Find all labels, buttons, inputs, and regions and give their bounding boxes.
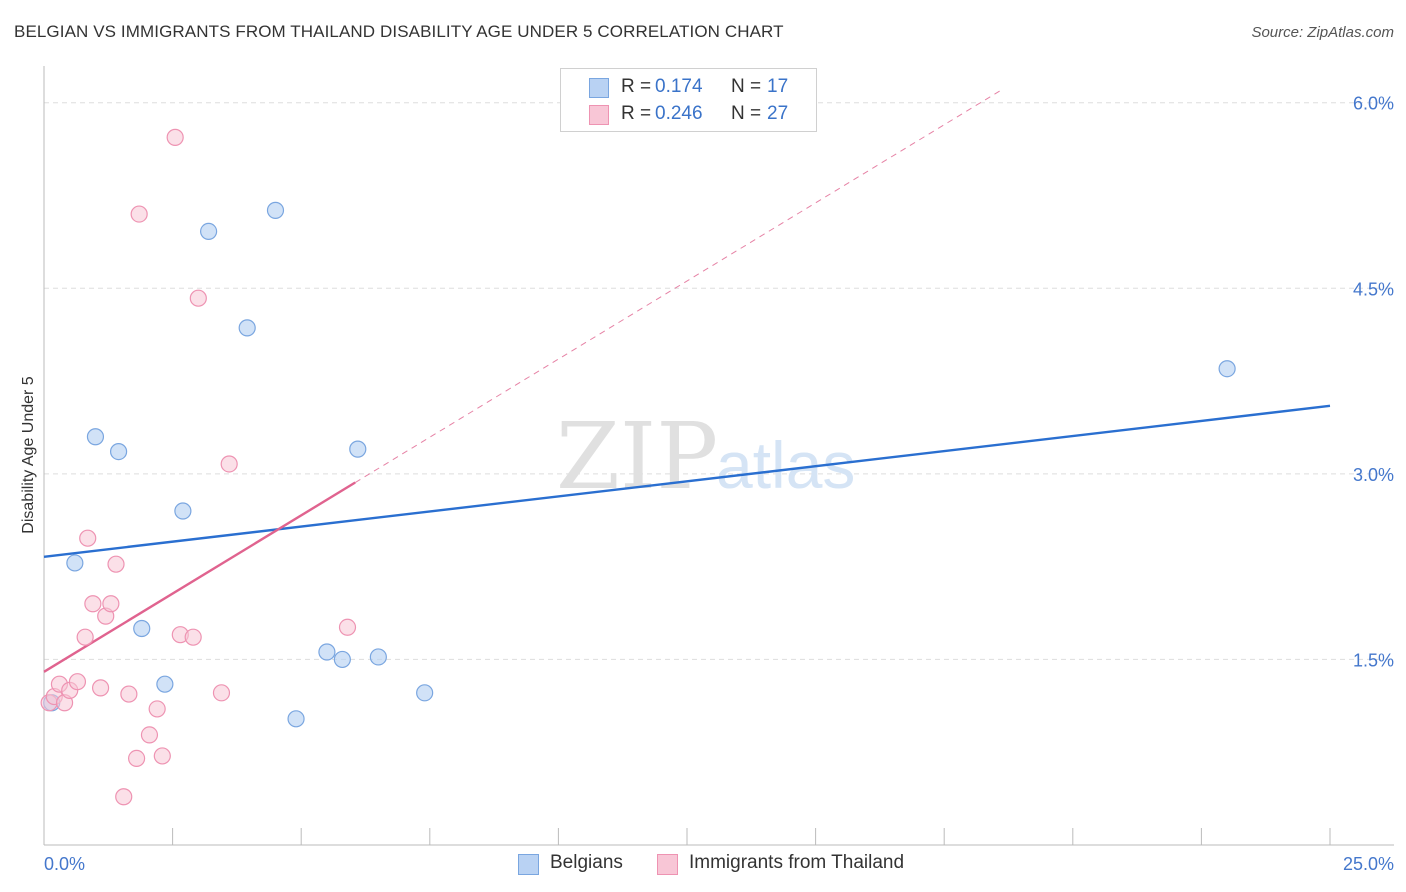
x-tick-label-1: 25.0% bbox=[1343, 854, 1394, 874]
stats-legend: R = 0.174 N = 17 R = 0.246 N = 27 bbox=[560, 68, 817, 132]
point-thailand-8 bbox=[84, 595, 102, 613]
point-belgians-5 bbox=[156, 675, 174, 693]
point-thailand-18 bbox=[148, 700, 166, 718]
y-tick-label-3: 6.0% bbox=[1353, 94, 1394, 114]
point-belgians-13 bbox=[349, 440, 367, 458]
trend-line-2 bbox=[354, 89, 1002, 483]
point-belgians-8 bbox=[238, 319, 256, 337]
point-thailand-17 bbox=[140, 726, 159, 744]
point-belgians-9 bbox=[266, 201, 285, 219]
legend-n-value: 27 bbox=[767, 103, 789, 124]
point-thailand-20 bbox=[166, 128, 184, 146]
source-label: Source: ZipAtlas.com bbox=[1251, 24, 1394, 41]
point-thailand-26 bbox=[338, 618, 357, 636]
point-thailand-11 bbox=[102, 595, 120, 613]
point-belgians-4 bbox=[133, 619, 151, 638]
y-tick-label-0: 1.5% bbox=[1353, 650, 1394, 670]
point-belgians-6 bbox=[174, 502, 192, 520]
legend-r-label: R = bbox=[621, 76, 652, 97]
point-thailand-7 bbox=[79, 529, 97, 547]
legend-label-thailand: Immigrants from Thailand bbox=[689, 852, 905, 873]
chart-title: BELGIAN VS IMMIGRANTS FROM THAILAND DISA… bbox=[14, 22, 784, 41]
y-tick-label-2: 4.5% bbox=[1353, 279, 1394, 299]
legend-label-belgians: Belgians bbox=[550, 852, 623, 873]
point-belgians-15 bbox=[416, 684, 434, 702]
legend-swatch-blue bbox=[589, 78, 609, 98]
point-thailand-15 bbox=[127, 749, 146, 768]
x-tick-labels: 0.0% 25.0% bbox=[44, 854, 1394, 874]
legend-n-label: N = bbox=[731, 76, 762, 97]
point-thailand-24 bbox=[212, 684, 231, 702]
legend-r-label: R = bbox=[621, 103, 652, 124]
point-belgians-16 bbox=[1218, 360, 1236, 378]
point-belgians-3 bbox=[109, 443, 128, 461]
watermark-zip: ZIP bbox=[556, 403, 718, 510]
watermark: ZIP atlas bbox=[556, 403, 855, 510]
point-thailand-6 bbox=[76, 628, 94, 646]
point-thailand-12 bbox=[107, 555, 125, 573]
legend-n-value: 17 bbox=[767, 76, 789, 97]
x-tick-label-0: 0.0% bbox=[44, 854, 85, 874]
legend-r-value: 0.246 bbox=[655, 103, 703, 124]
y-tick-label-1: 3.0% bbox=[1353, 465, 1394, 485]
legend-n-label: N = bbox=[731, 103, 762, 124]
point-belgians-1 bbox=[66, 554, 84, 572]
point-belgians-2 bbox=[86, 428, 105, 446]
point-thailand-25 bbox=[220, 455, 238, 473]
point-thailand-22 bbox=[184, 628, 202, 646]
point-thailand-23 bbox=[189, 289, 207, 307]
axes bbox=[43, 66, 1394, 846]
legend-r-value: 0.174 bbox=[655, 76, 703, 97]
legend-swatch-pink bbox=[589, 105, 609, 125]
trend-lines bbox=[43, 89, 1331, 673]
legend-row-thailand: R = 0.246 N = 27 bbox=[561, 101, 816, 127]
y-axis-label: Disability Age Under 5 bbox=[20, 376, 37, 534]
y-tick-labels: 1.5% 3.0% 4.5% 6.0% bbox=[1353, 94, 1394, 671]
legend-swatch-blue bbox=[518, 854, 539, 875]
point-belgians-11 bbox=[318, 643, 336, 661]
point-thailand-14 bbox=[120, 685, 138, 703]
point-belgians-14 bbox=[369, 648, 387, 666]
point-thailand-5 bbox=[68, 673, 87, 691]
data-points bbox=[40, 128, 1236, 806]
trend-line-0 bbox=[43, 404, 1331, 558]
grid-lines bbox=[44, 102, 1394, 660]
legend-swatch-pink bbox=[657, 854, 678, 875]
point-belgians-12 bbox=[333, 650, 351, 669]
point-thailand-9 bbox=[91, 679, 110, 697]
point-belgians-7 bbox=[200, 222, 218, 240]
legend-row-belgians: R = 0.174 N = 17 bbox=[561, 74, 816, 100]
point-thailand-16 bbox=[130, 205, 148, 223]
trend-line-1 bbox=[43, 481, 356, 673]
point-thailand-13 bbox=[115, 788, 133, 806]
point-belgians-10 bbox=[287, 710, 305, 728]
point-thailand-19 bbox=[153, 747, 171, 765]
